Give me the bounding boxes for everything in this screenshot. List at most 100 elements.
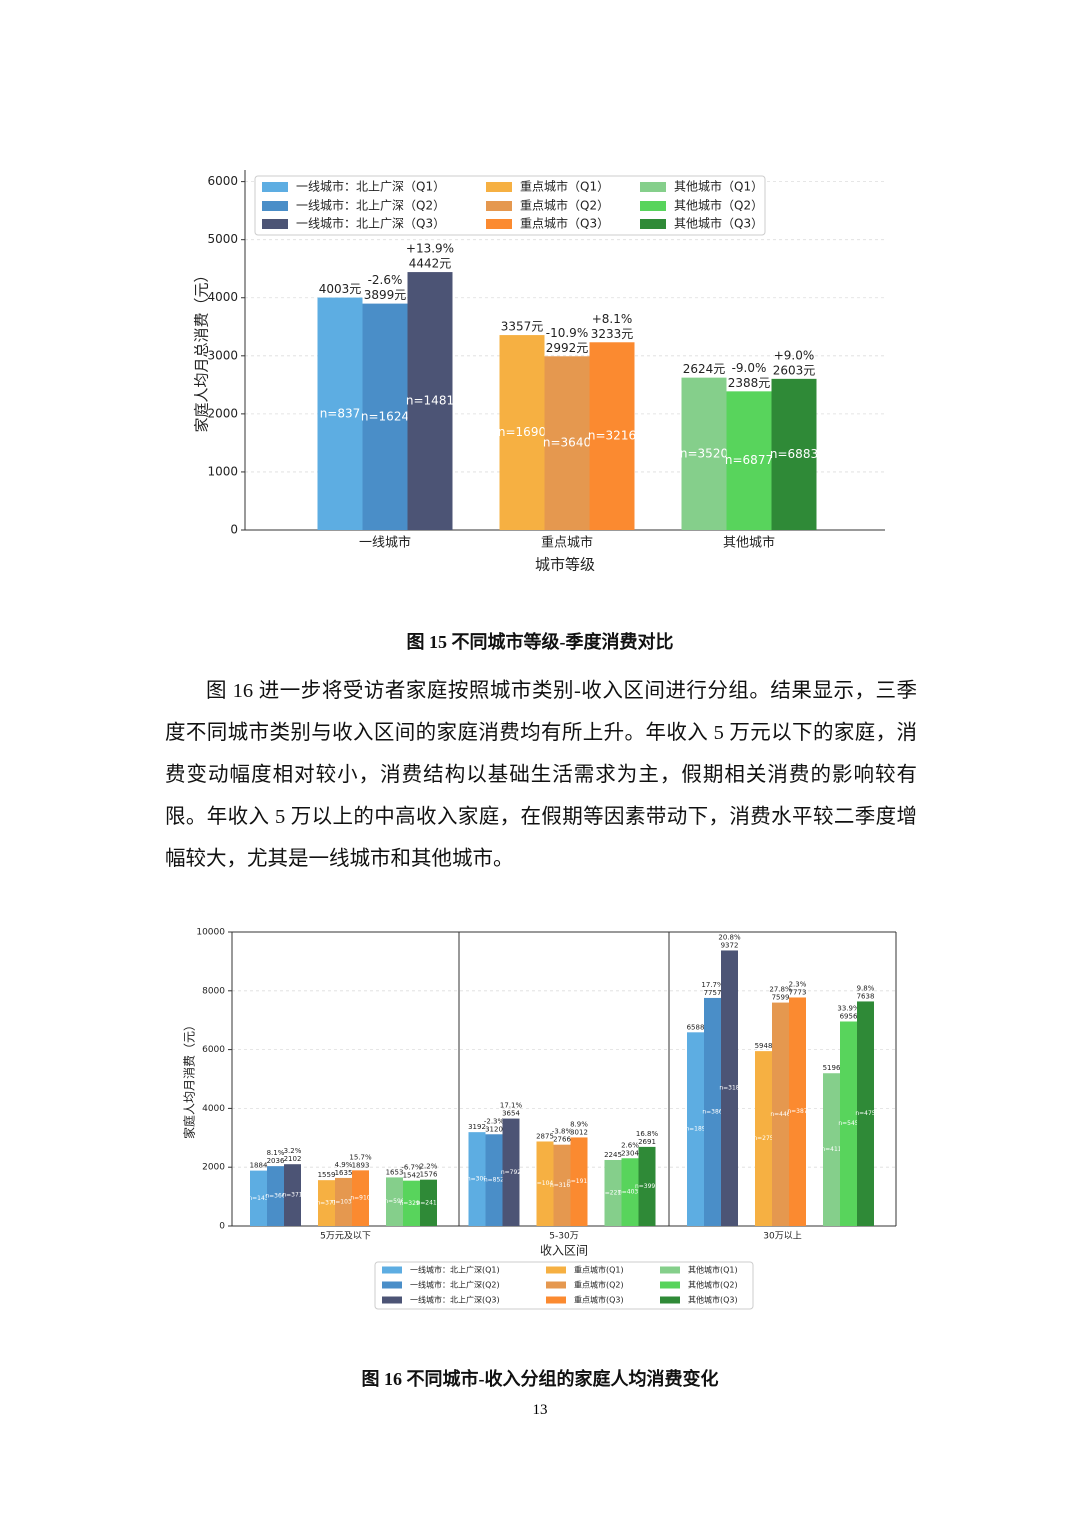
x-tick-label: 5万元及以下 [320,1231,371,1242]
change-label: 9.8% [857,984,875,992]
bar [604,1159,622,1226]
bar [721,950,738,1226]
bar [553,1144,571,1226]
value-label: 1653 [386,1168,404,1176]
legend-label: 重点城市（Q1） [520,179,609,194]
n-label: n=1690 [498,425,546,439]
value-label: 3012 [570,1128,588,1136]
bar [681,377,727,530]
n-label: n=387 [787,1108,807,1115]
n-label: n=3216 [588,429,636,443]
change-label: -2.3% [484,1117,505,1125]
legend-label: 其他城市（Q1） [674,179,763,194]
legend-swatch [262,182,288,192]
y-axis-label: 家庭人均月消费（元） [182,1019,197,1139]
legend-swatch [486,201,512,211]
change-label: 17.7% [701,981,724,989]
legend-swatch [382,1281,402,1289]
bar [403,1180,420,1226]
change-label: 2.2% [420,1163,438,1171]
bar [352,1170,369,1226]
legend-swatch [546,1266,566,1274]
change-label: -9.0% [732,361,767,375]
x-axis-label: 收入区间 [540,1244,588,1258]
legend-swatch [640,201,666,211]
y-tick-label: 6000 [207,174,238,188]
legend-label: 一线城市：北上广深（Q1） [296,179,445,194]
caption: 图 16 不同城市-收入分组的家庭人均消费变化 [361,1369,719,1389]
n-label: n=4034 [618,1189,642,1196]
change-label: 8.1% [267,1149,285,1157]
legend-swatch [382,1266,402,1274]
bar [771,378,817,530]
change-label: 17.1% [500,1102,523,1110]
value-label: 3357元 [501,320,544,334]
legend-label: 一线城市：北上广深（Q3） [296,216,445,231]
value-label: 4003元 [319,282,362,296]
n-label: n=910 [350,1195,370,1202]
bar [407,272,453,530]
legend-label: 一线城市：北上广深（Q2） [296,198,445,213]
y-tick-label: 4000 [207,290,238,304]
change-label: 20.8% [718,933,741,941]
n-label: n=371 [282,1192,302,1199]
n-label: n=366 [265,1193,285,1200]
n-label: n=1044 [533,1180,557,1187]
value-label: 2245 [604,1151,622,1159]
legend-swatch [382,1296,402,1304]
legend-label: 重点城市（Q2） [520,198,609,213]
n-label: n=446 [770,1111,790,1118]
change-label: 15.7% [349,1153,372,1161]
bar [687,1032,704,1226]
legend-label: 一线城市：北上广深(Q3) [410,1295,500,1305]
n-label: n=3640 [543,436,591,450]
value-label: 6956 [840,1012,858,1020]
bar [544,356,590,530]
bar [468,1132,486,1226]
n-label: n=143 [248,1195,268,1202]
bar [335,1177,352,1226]
value-label: 2624元 [683,362,726,376]
legend-swatch [262,201,288,211]
value-label: 2992元 [546,341,589,355]
n-label: n=6877 [725,453,773,467]
legend-label: 重点城市(Q2) [574,1280,624,1290]
n-label: n=371 [316,1200,336,1207]
y-tick-label: 10000 [196,928,225,938]
change-label: -10.9% [546,326,588,340]
y-tick-label: 4000 [202,1104,225,1114]
caption: 图 15 不同城市等级-季度消费对比 [406,632,674,652]
n-label: n=411 [821,1146,841,1153]
legend-swatch [660,1296,680,1304]
value-label: 2766 [553,1136,571,1144]
n-label: n=386 [702,1108,722,1115]
value-label: 2388元 [728,376,771,390]
value-label: 6588 [687,1023,705,1031]
bar [420,1179,437,1226]
change-label: 2.6% [621,1141,639,1149]
legend-swatch [640,219,666,229]
value-label: 3192 [468,1123,486,1131]
change-label: 2.3% [789,980,807,988]
change-label: 33.9% [837,1004,860,1012]
n-label: n=837 [320,406,361,420]
change-label: 4.9% [335,1161,353,1169]
n-label: n=3169 [550,1182,574,1189]
y-tick-label: 0 [219,1222,225,1232]
bar [386,1177,403,1226]
legend-label: 其他城市（Q3） [674,216,763,231]
bar [570,1137,588,1226]
value-label: 2875 [536,1132,554,1140]
legend-label: 一线城市：北上广深(Q2) [410,1280,500,1290]
value-label: 7638 [857,992,875,1000]
value-label: 2036 [267,1157,285,1165]
change-label: -2.6% [368,273,403,287]
legend-swatch [640,182,666,192]
legend-swatch [546,1281,566,1289]
value-label: 3120 [485,1125,503,1133]
legend-label: 重点城市(Q1) [574,1265,624,1275]
legend-swatch [486,182,512,192]
x-tick-label: 其他城市 [723,535,775,551]
y-tick-label: 3000 [207,348,238,362]
